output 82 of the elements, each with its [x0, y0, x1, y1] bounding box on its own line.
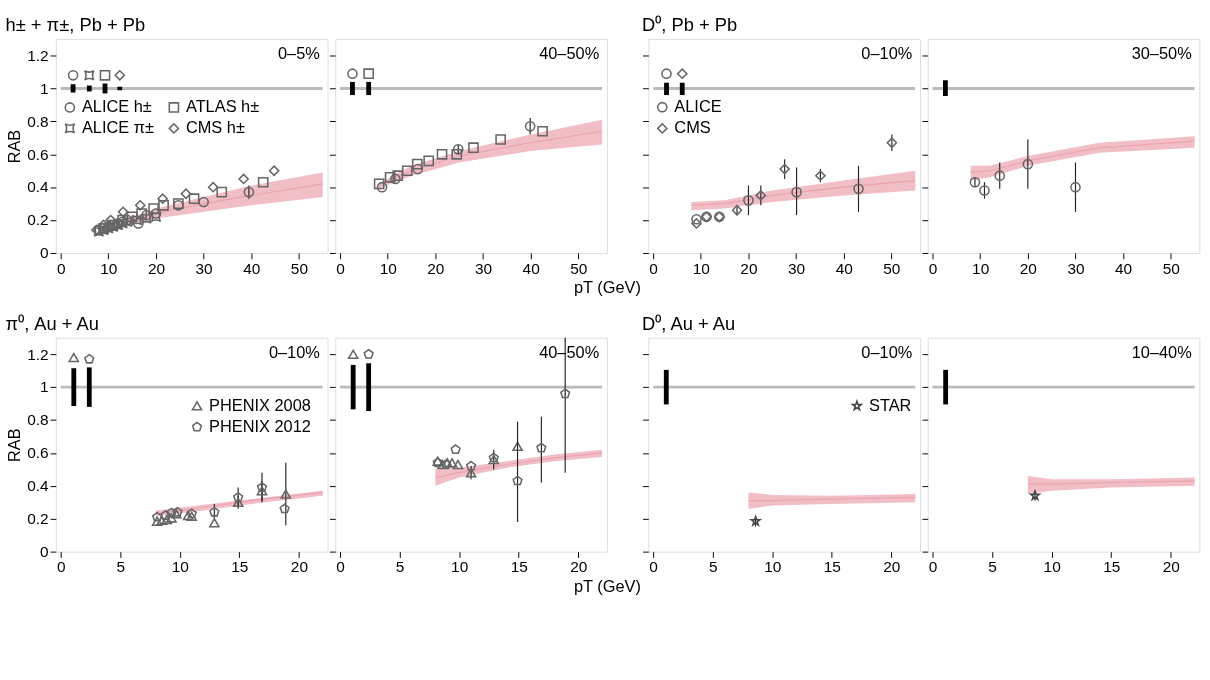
x-tick-label: 10 [100, 259, 118, 277]
x-tick-label: 0 [336, 259, 345, 277]
x-tick-label: 20 [1019, 259, 1037, 277]
x-tick-label: 20 [290, 558, 308, 576]
y-axis-title: RAB [4, 428, 23, 463]
annotation: 10–40% [1131, 343, 1192, 361]
x-tick-label: 0 [649, 558, 658, 576]
chart-title: D⁰, Pb + Pb [642, 14, 738, 36]
x-tick-label: 5 [116, 558, 126, 576]
legend-label: PHENIX 2012 [209, 416, 311, 435]
y-tick-label: 0.8 [27, 112, 49, 130]
x-tick-label: 15 [1103, 558, 1121, 576]
x-tick-label: 0 [336, 558, 345, 576]
x-tick-label: 10 [972, 259, 990, 277]
x-tick-label: 0 [928, 259, 938, 277]
legend-label: CMS [674, 118, 711, 137]
x-tick-label: 40 [522, 259, 540, 277]
x-tick-label: 10 [171, 558, 189, 576]
x-tick-label: 5 [708, 558, 718, 576]
x-tick-label: 50 [883, 259, 901, 277]
x-tick-label: 40 [835, 259, 853, 277]
chart-title: h± + π±, Pb + Pb [5, 14, 146, 36]
x-tick-label: 0 [56, 259, 66, 277]
x-tick-label: 20 [1162, 558, 1180, 576]
x-tick-label: 5 [395, 558, 405, 576]
annotation: 40–50% [539, 44, 600, 63]
x-tick-label: 0 [56, 558, 66, 576]
annotation: 0–5% [278, 44, 320, 63]
y-axis-title: RAB [4, 129, 23, 164]
legend-label: ALICE π± [81, 118, 154, 137]
x-tick-label: 20 [147, 259, 166, 277]
y-tick-label: 0.6 [27, 145, 49, 163]
x-tick-label: 0 [649, 259, 658, 277]
x-tick-label: 30 [788, 259, 806, 277]
x-axis-title: pT (GeV) [573, 576, 641, 595]
legend-label: ALICE [674, 97, 722, 116]
legend-label: STAR [868, 395, 912, 414]
x-tick-label: 30 [474, 259, 493, 277]
x-tick-label: 15 [231, 558, 249, 576]
legend-label: ALICE h± [81, 97, 152, 116]
x-tick-label: 50 [290, 259, 308, 277]
x-tick-label: 40 [243, 259, 261, 277]
y-tick-label: 0.8 [27, 411, 49, 429]
x-tick-label: 20 [427, 259, 445, 277]
x-tick-label: 10 [1043, 558, 1061, 576]
annotation: 0–10% [861, 343, 913, 361]
y-tick-label: 1.2 [27, 46, 49, 64]
y-tick-label: 1 [40, 79, 49, 97]
x-axis-title: pT (GeV) [573, 277, 641, 296]
x-tick-label: 40 [1115, 259, 1133, 277]
chart-title: π⁰, Au + Au [5, 313, 99, 335]
annotation: 0–10% [268, 343, 320, 361]
legend-label: CMS h± [185, 118, 245, 137]
y-tick-label: 0.6 [27, 444, 49, 462]
x-tick-label: 30 [195, 259, 213, 277]
chart-title: D⁰, Au + Au [642, 313, 736, 335]
x-tick-label: 10 [451, 558, 469, 576]
x-tick-label: 15 [510, 558, 528, 576]
y-tick-label: 1 [40, 378, 49, 396]
legend-label: ATLAS h± [185, 97, 260, 116]
y-tick-label: 0 [40, 542, 49, 560]
annotation: 0–10% [861, 44, 913, 63]
y-tick-label: 0 [40, 244, 49, 262]
x-tick-label: 10 [379, 259, 397, 277]
y-tick-label: 0.4 [27, 178, 50, 196]
y-tick-label: 0.2 [27, 510, 49, 528]
y-tick-label: 1.2 [27, 345, 49, 363]
x-tick-label: 20 [883, 558, 901, 576]
y-tick-label: 0.4 [27, 477, 50, 495]
x-tick-label: 30 [1067, 259, 1085, 277]
x-tick-label: 50 [570, 259, 588, 277]
x-tick-label: 20 [570, 558, 588, 576]
x-tick-label: 10 [764, 558, 782, 576]
x-tick-label: 15 [823, 558, 841, 576]
annotation: 30–50% [1131, 44, 1192, 63]
legend-label: PHENIX 2008 [209, 395, 311, 414]
x-tick-label: 5 [988, 558, 997, 576]
x-tick-label: 10 [692, 259, 710, 277]
x-tick-label: 50 [1162, 259, 1180, 277]
y-tick-label: 0.2 [27, 211, 49, 229]
x-tick-label: 20 [740, 259, 758, 277]
x-tick-label: 0 [928, 558, 938, 576]
